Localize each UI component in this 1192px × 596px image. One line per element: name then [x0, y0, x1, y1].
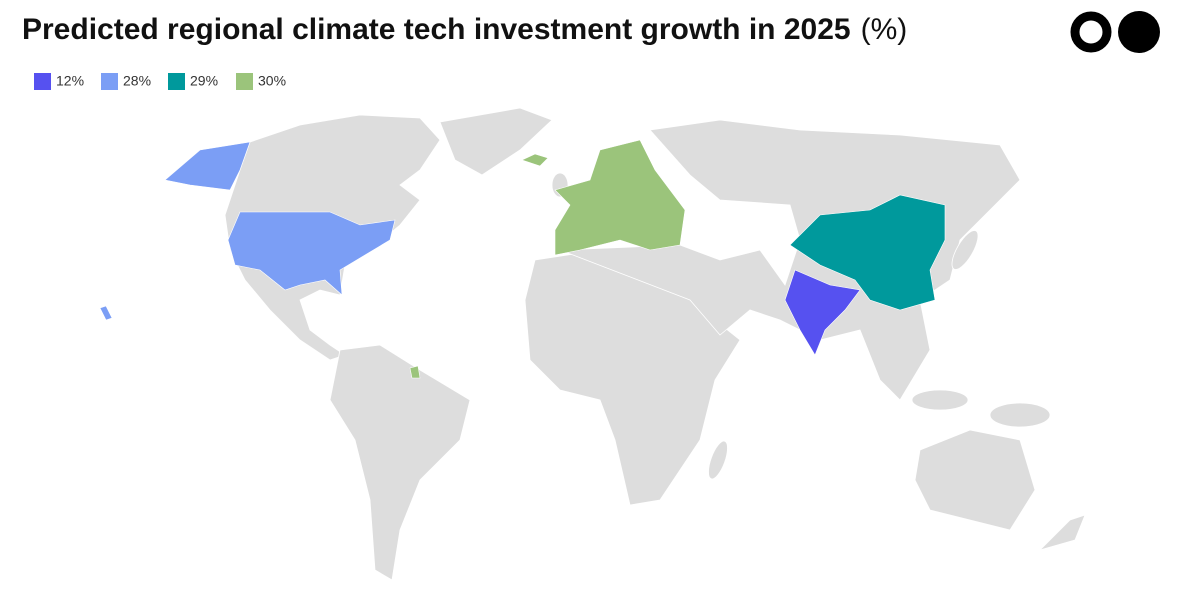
region-hawaii [99, 305, 113, 321]
south-america [329, 344, 471, 581]
new-guinea [989, 402, 1051, 428]
new-zealand [1038, 514, 1086, 551]
legend-swatch [236, 73, 253, 90]
legend-label: 28% [123, 73, 151, 89]
legend-label: 30% [258, 73, 286, 89]
legend-swatch [101, 73, 118, 90]
legend-swatch [34, 73, 51, 90]
logo-ring [1070, 11, 1112, 53]
australia [914, 429, 1036, 531]
legend-label: 12% [56, 73, 84, 89]
regions [99, 139, 946, 379]
region-alaska [164, 141, 251, 191]
region-china [789, 194, 946, 311]
title-unit: (%) [861, 13, 908, 46]
base-map [224, 107, 1086, 581]
legend-label: 29% [190, 73, 218, 89]
indonesia [911, 389, 969, 411]
chart-title: Predicted regional climate tech investme… [22, 13, 907, 46]
region-iceland [521, 153, 549, 167]
greenland [439, 107, 553, 176]
logo [1070, 11, 1160, 53]
title-text: Predicted regional climate tech investme… [22, 13, 851, 46]
region-french-guiana [409, 365, 421, 379]
region-usa [227, 211, 396, 296]
region-india [784, 269, 861, 356]
logo-dot [1118, 11, 1160, 53]
legend-swatch [168, 73, 185, 90]
region-europe [554, 139, 686, 256]
madagascar [708, 440, 728, 480]
japan [951, 230, 979, 270]
legend: 12% 28% 29% 30% [34, 73, 286, 90]
